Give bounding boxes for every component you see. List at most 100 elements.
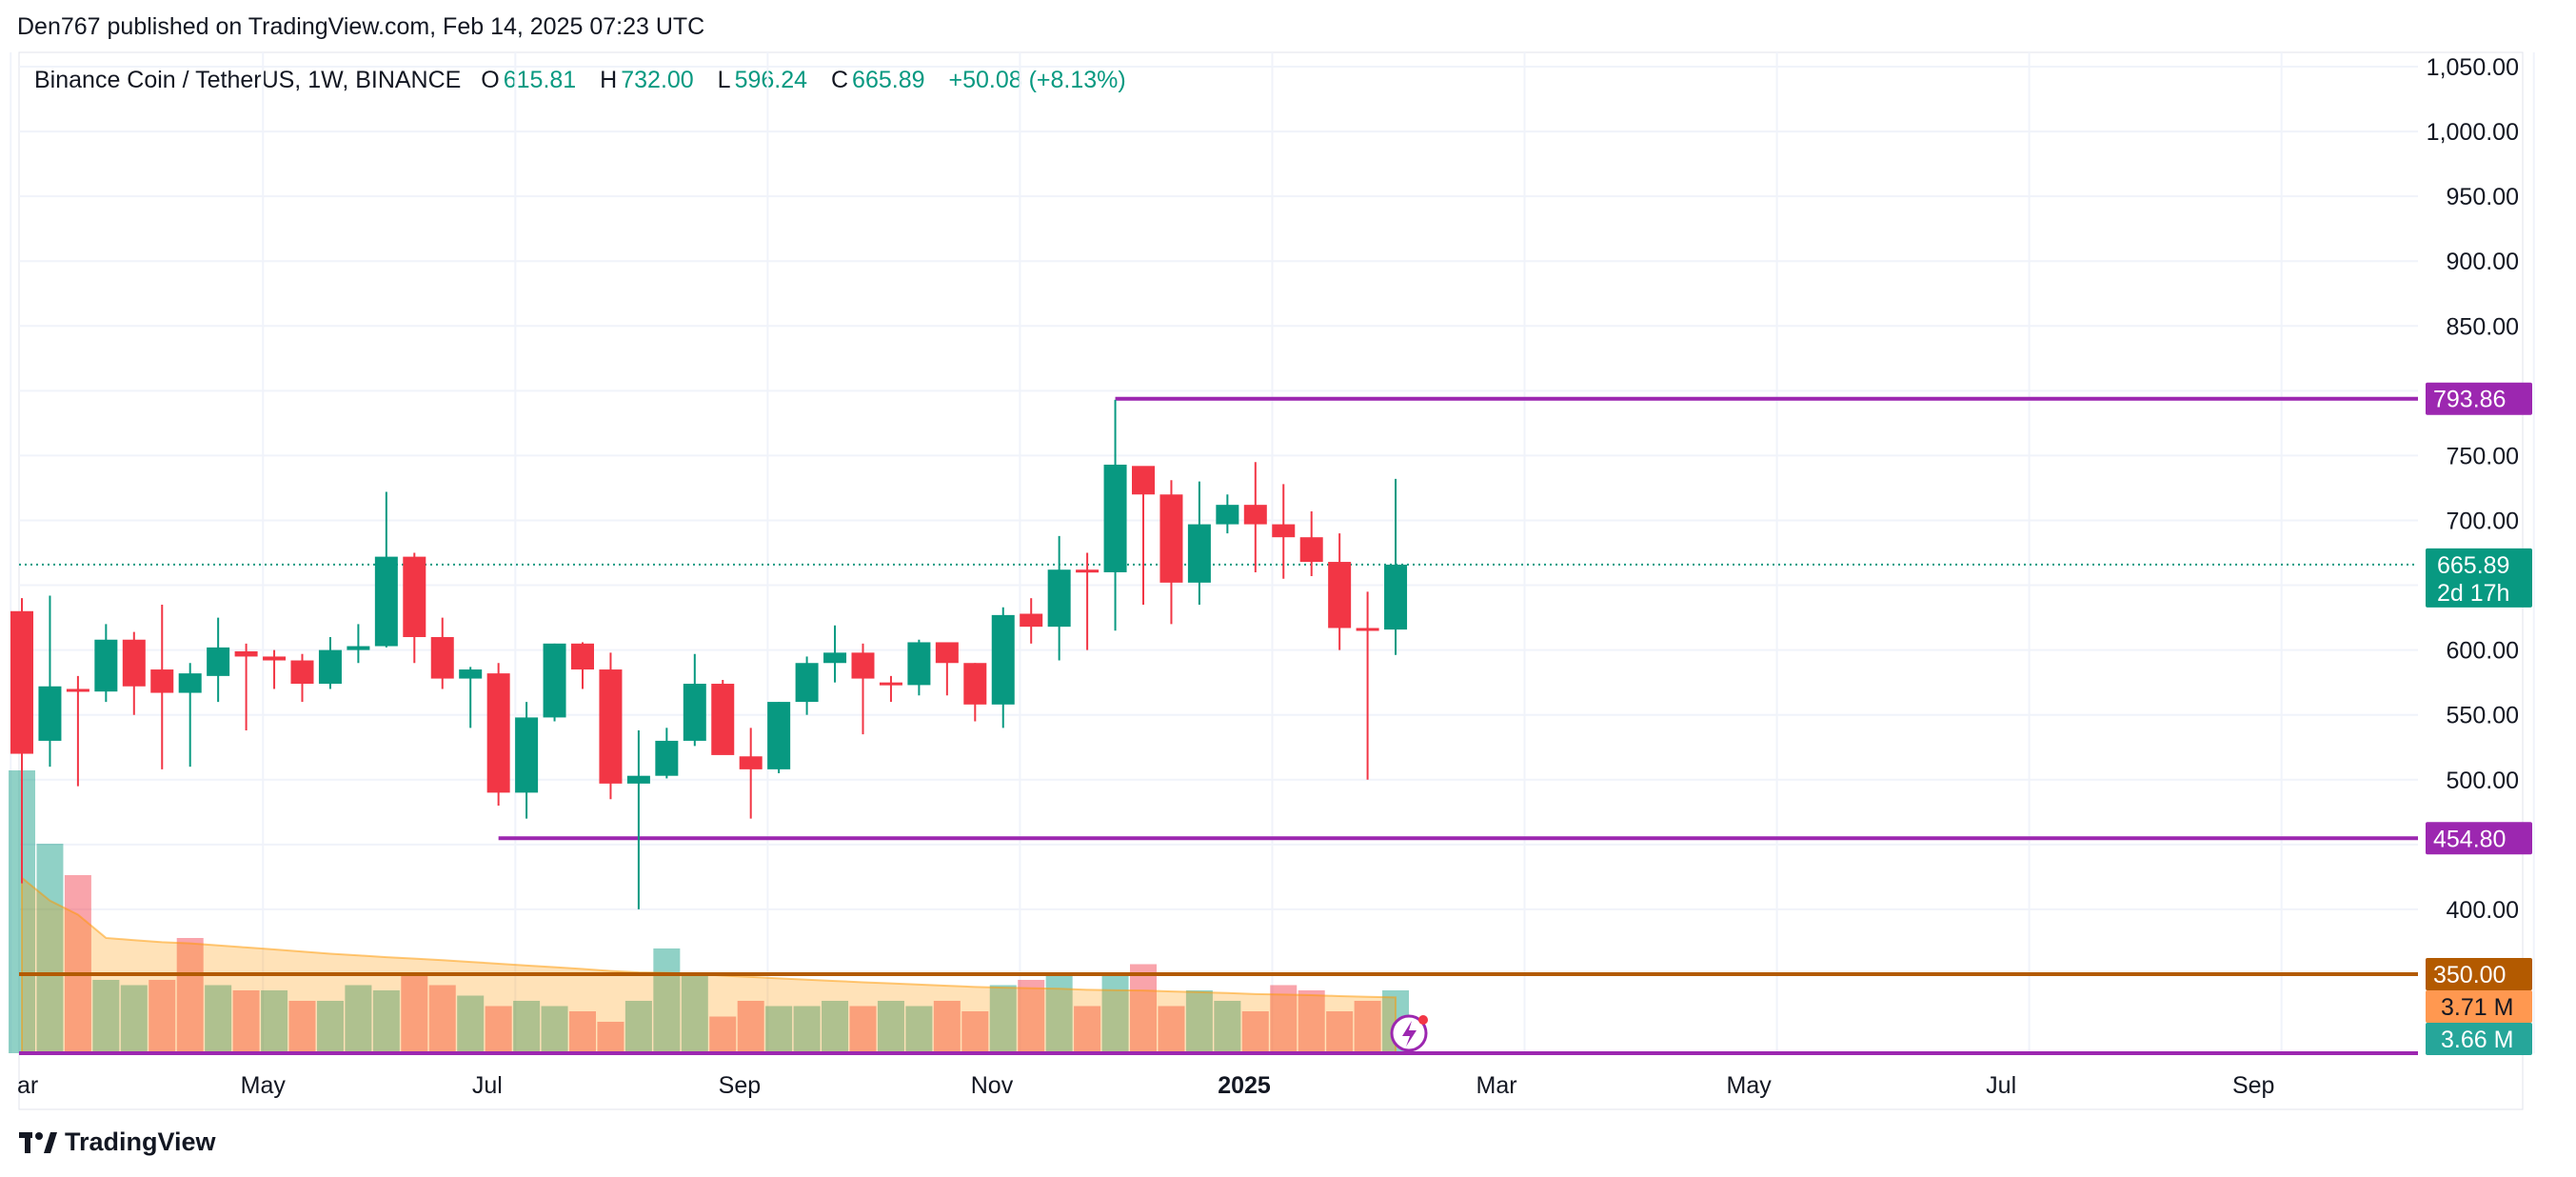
volume-bar xyxy=(485,1006,512,1053)
level-price-tag xyxy=(2426,382,2532,415)
volume-bar xyxy=(1214,1001,1241,1053)
candle-body xyxy=(515,717,539,793)
low-label: L xyxy=(717,67,731,93)
symbol-name: Binance Coin / TetherUS, 1W, BINANCE xyxy=(34,67,462,93)
footer-brand-name: TradingView xyxy=(65,1127,216,1156)
candle-body xyxy=(374,556,398,647)
candle-body xyxy=(318,649,342,685)
volume-bar xyxy=(149,980,176,1053)
level-price-label: 793.86 xyxy=(2433,387,2506,413)
tradingview-logo-icon xyxy=(19,1131,57,1153)
last-price-tag xyxy=(2426,548,2532,608)
volume-bar xyxy=(316,1001,344,1053)
x-tick-label: Sep xyxy=(2232,1072,2274,1099)
volume-bar xyxy=(681,974,708,1053)
y-tick-label: 850.00 xyxy=(2447,313,2519,340)
volume-bar xyxy=(1018,980,1045,1053)
price-chart[interactable]: 793.86 454.80 350.00 1,050.00 1,000.00 950.00… xyxy=(0,0,2576,1124)
volume-bar xyxy=(653,948,681,1053)
volume-bar xyxy=(120,985,148,1053)
x-tick-label: Jul xyxy=(472,1072,503,1099)
volume-bar xyxy=(1130,964,1157,1053)
candle-body xyxy=(851,652,875,679)
candle-body xyxy=(711,684,735,755)
x-tick-label: ar xyxy=(17,1072,38,1099)
level-price-tag xyxy=(2426,957,2532,990)
y-tick-label: 1,000.00 xyxy=(2427,119,2519,146)
candle-body xyxy=(1187,524,1211,583)
volume-bar xyxy=(597,1022,624,1053)
open-label: O xyxy=(481,67,500,93)
candle-body xyxy=(935,642,959,664)
candle-body xyxy=(599,669,623,784)
close-value: 665.89 xyxy=(852,67,925,93)
volume-bar xyxy=(709,1016,737,1053)
volume-bar xyxy=(401,974,428,1053)
candle-body xyxy=(263,656,287,661)
volume-bar xyxy=(624,1001,652,1053)
volume-ma-tag xyxy=(2426,990,2532,1023)
footer-brand: TradingView xyxy=(19,1127,216,1157)
volume-bar xyxy=(1354,1001,1381,1053)
candle-body xyxy=(683,684,706,741)
candle-body xyxy=(1132,466,1155,495)
candle-body xyxy=(1159,494,1183,583)
high-label: H xyxy=(600,67,618,93)
x-tick-label: 2025 xyxy=(1218,1072,1271,1099)
volume-bar xyxy=(989,985,1017,1053)
volume-bar xyxy=(232,990,260,1053)
volume-bar xyxy=(1241,1011,1269,1053)
candle-body xyxy=(879,682,902,686)
lightning-icon-glyph xyxy=(1402,1021,1417,1047)
volume-bar xyxy=(1074,1006,1101,1053)
volume-bar xyxy=(1298,990,1325,1053)
candle-body xyxy=(290,660,314,685)
volume-bar xyxy=(372,990,400,1053)
publish-info: Den767 published on TradingView.com, Feb… xyxy=(17,13,705,40)
candle-body xyxy=(739,756,763,769)
volume-bar xyxy=(288,1001,316,1053)
candle-body xyxy=(66,688,89,692)
volume-tag xyxy=(2426,1023,2532,1055)
candle-body xyxy=(767,702,791,769)
volume-bar xyxy=(457,995,485,1053)
volume-bar xyxy=(205,985,232,1053)
x-tick-label: Nov xyxy=(971,1072,1014,1099)
candle-body xyxy=(178,673,202,693)
y-tick-label: 500.00 xyxy=(2447,768,2519,794)
x-tick-label: Sep xyxy=(719,1072,761,1099)
candle-body xyxy=(1216,505,1239,525)
volume-label: 3.66 M xyxy=(2441,1027,2513,1053)
volume-bar xyxy=(877,1001,904,1053)
candle-body xyxy=(94,639,118,692)
candle-body xyxy=(1103,464,1127,572)
y-tick-label: 400.00 xyxy=(2447,897,2519,924)
volume-bar xyxy=(513,1001,541,1053)
candle-body xyxy=(795,663,819,703)
candle-body xyxy=(1047,569,1071,628)
candle-body xyxy=(655,740,679,776)
volume-bar xyxy=(1326,1011,1354,1053)
change-value: +50.08 (+8.13%) xyxy=(948,67,1126,93)
candle-body xyxy=(430,637,454,679)
volume-bar xyxy=(1185,990,1213,1053)
volume-bar xyxy=(961,1011,989,1053)
level-price-label: 350.00 xyxy=(2433,962,2506,988)
low-value: 596.24 xyxy=(734,67,808,93)
y-tick-label: 600.00 xyxy=(2447,638,2519,665)
volume-bar xyxy=(737,1001,764,1053)
candle-body xyxy=(459,669,483,679)
volume-bar xyxy=(569,1011,596,1053)
candle-body xyxy=(207,647,230,676)
x-tick-label: Mar xyxy=(1476,1072,1517,1099)
volume-ma-label: 3.71 M xyxy=(2441,994,2513,1021)
candle-body xyxy=(991,614,1015,705)
y-tick-label: 550.00 xyxy=(2447,703,2519,729)
candle-body xyxy=(823,652,847,664)
y-tick-label: 700.00 xyxy=(2447,508,2519,534)
y-tick-label: 1,050.00 xyxy=(2427,54,2519,81)
candle-body xyxy=(486,673,510,793)
candle-body xyxy=(1299,537,1323,563)
level-price-label: 454.80 xyxy=(2433,826,2506,852)
volume-bar xyxy=(541,1006,568,1053)
